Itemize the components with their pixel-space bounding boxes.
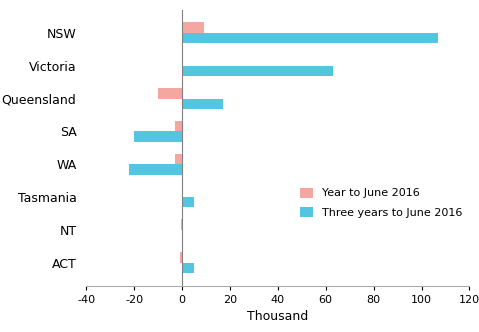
Bar: [175, 121, 182, 131]
Bar: [129, 164, 182, 175]
Bar: [175, 154, 182, 164]
Bar: [181, 219, 182, 230]
Bar: [182, 55, 183, 66]
X-axis label: Thousand: Thousand: [247, 310, 308, 323]
Bar: [182, 230, 183, 240]
Bar: [180, 252, 182, 263]
Bar: [182, 99, 223, 109]
Bar: [182, 23, 204, 33]
Bar: [134, 131, 182, 142]
Bar: [182, 197, 194, 208]
Legend: Year to June 2016, Three years to June 2016: Year to June 2016, Three years to June 2…: [294, 182, 468, 224]
Bar: [182, 66, 333, 76]
Bar: [182, 33, 438, 43]
Bar: [182, 263, 194, 273]
Bar: [158, 88, 182, 99]
Bar: [182, 187, 183, 197]
